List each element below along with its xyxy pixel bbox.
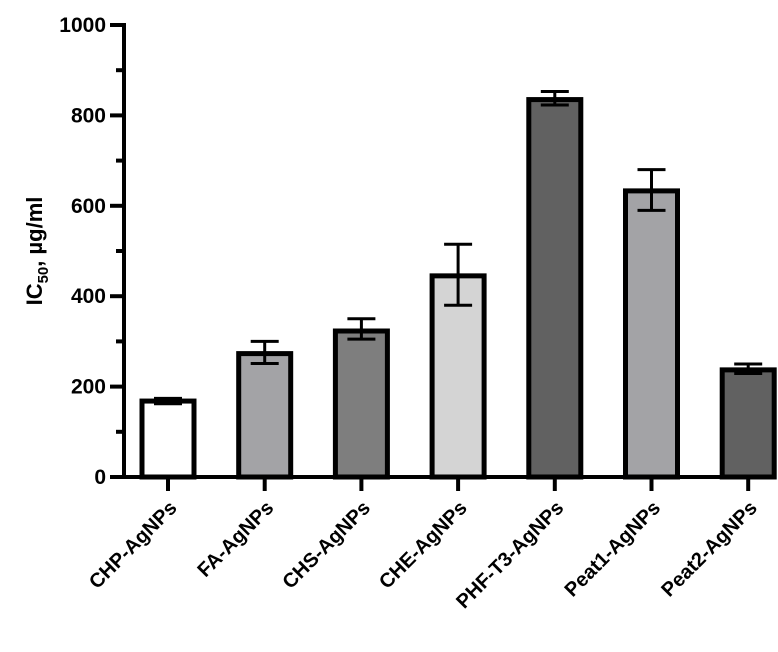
bar-fa-agnps <box>236 351 294 480</box>
bar-chs-agnps <box>332 328 390 480</box>
x-tick-label: CHE-AgNPs <box>375 497 471 593</box>
bar-chp-agnps <box>139 398 197 480</box>
y-tick-label: 400 <box>71 285 106 308</box>
x-tick-label: Peat1-AgNPs <box>561 497 665 601</box>
x-tick-label: CHS-AgNPs <box>278 497 374 593</box>
y-tick-label: 0 <box>94 466 106 489</box>
bars-group <box>139 89 777 480</box>
y-tick-label: 1000 <box>59 14 106 37</box>
bar-peat1-agnps <box>623 188 680 480</box>
x-tick-label: Peat2-AgNPs <box>657 497 761 601</box>
y-tick-label: 800 <box>71 104 106 127</box>
x-tick-label: FA-AgNPs <box>194 497 279 582</box>
bar-peat2-agnps <box>719 367 777 480</box>
y-axis-label: IC50, µg/ml <box>22 197 52 306</box>
x-tick-label: CHP-AgNPs <box>85 497 181 593</box>
axes-group <box>110 23 760 491</box>
y-tick-label: 200 <box>71 376 106 399</box>
bar-phf-t3-agnps <box>526 97 584 480</box>
y-tick-label: 600 <box>71 195 106 218</box>
